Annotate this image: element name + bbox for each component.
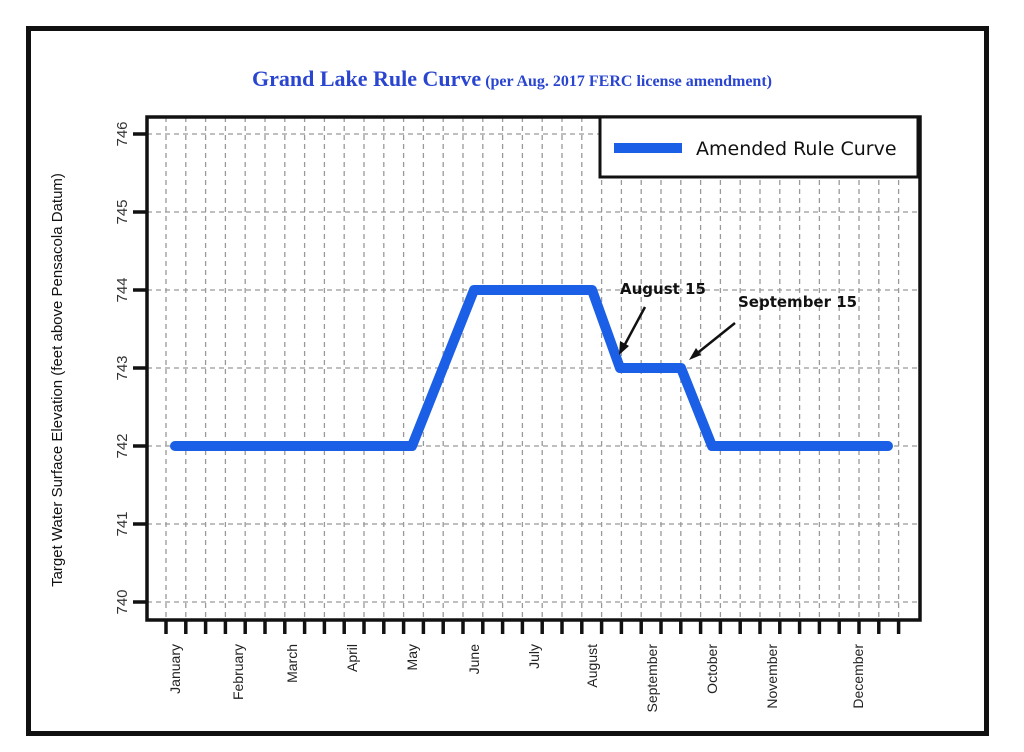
y-tick-label: 740 <box>114 589 131 614</box>
series-layer <box>170 285 893 451</box>
annotation-arrow <box>694 322 736 356</box>
y-axis-label: Target Water Surface Elevation (feet abo… <box>49 173 66 587</box>
annotation-arrow <box>621 306 647 349</box>
annotation-text: September 15 <box>738 293 857 311</box>
y-tick-label: 741 <box>114 511 131 536</box>
x-tick-label: July <box>526 644 542 669</box>
x-tick-label: August <box>584 644 600 688</box>
chart-title: Grand Lake Rule Curve (per Aug. 2017 FER… <box>0 66 1024 92</box>
annotation-text: August 15 <box>620 280 706 298</box>
outer-frame <box>26 26 989 736</box>
y-tick-label: 743 <box>114 355 131 380</box>
y-tick-label: 746 <box>114 121 131 146</box>
x-tick-label: November <box>764 644 780 709</box>
x-tick-label: February <box>230 644 246 700</box>
y-axis: 740 741 742 743 744 745 746 <box>114 121 147 615</box>
y-tick-label: 744 <box>114 277 131 302</box>
grid <box>147 117 920 620</box>
x-tick-label: June <box>466 644 482 675</box>
x-tick-label: October <box>704 644 720 694</box>
legend-label: Amended Rule Curve <box>696 138 897 160</box>
x-tick-label: March <box>284 644 300 683</box>
annotation-september-15: September 15 <box>689 293 857 360</box>
arrow-head <box>619 341 629 355</box>
y-tick-label: 745 <box>114 199 131 224</box>
legend: Amended Rule Curve <box>598 115 920 179</box>
x-tick-label: April <box>344 644 360 672</box>
x-tick-label: December <box>850 644 866 709</box>
title-main: Grand Lake Rule Curve <box>252 66 482 91</box>
y-tick-label: 742 <box>114 433 131 458</box>
title-subtitle: (per Aug. 2017 FERC license amendment) <box>485 73 772 90</box>
x-axis: January February March April May June July Augu… <box>164 620 901 713</box>
series-line-amended-rule-curve <box>170 285 893 451</box>
arrow-head <box>689 348 701 360</box>
annotation-august-15: August 15 <box>619 280 706 355</box>
x-tick-label: January <box>167 644 183 694</box>
x-tick-label: September <box>644 644 660 713</box>
x-tick-label: May <box>404 644 420 670</box>
